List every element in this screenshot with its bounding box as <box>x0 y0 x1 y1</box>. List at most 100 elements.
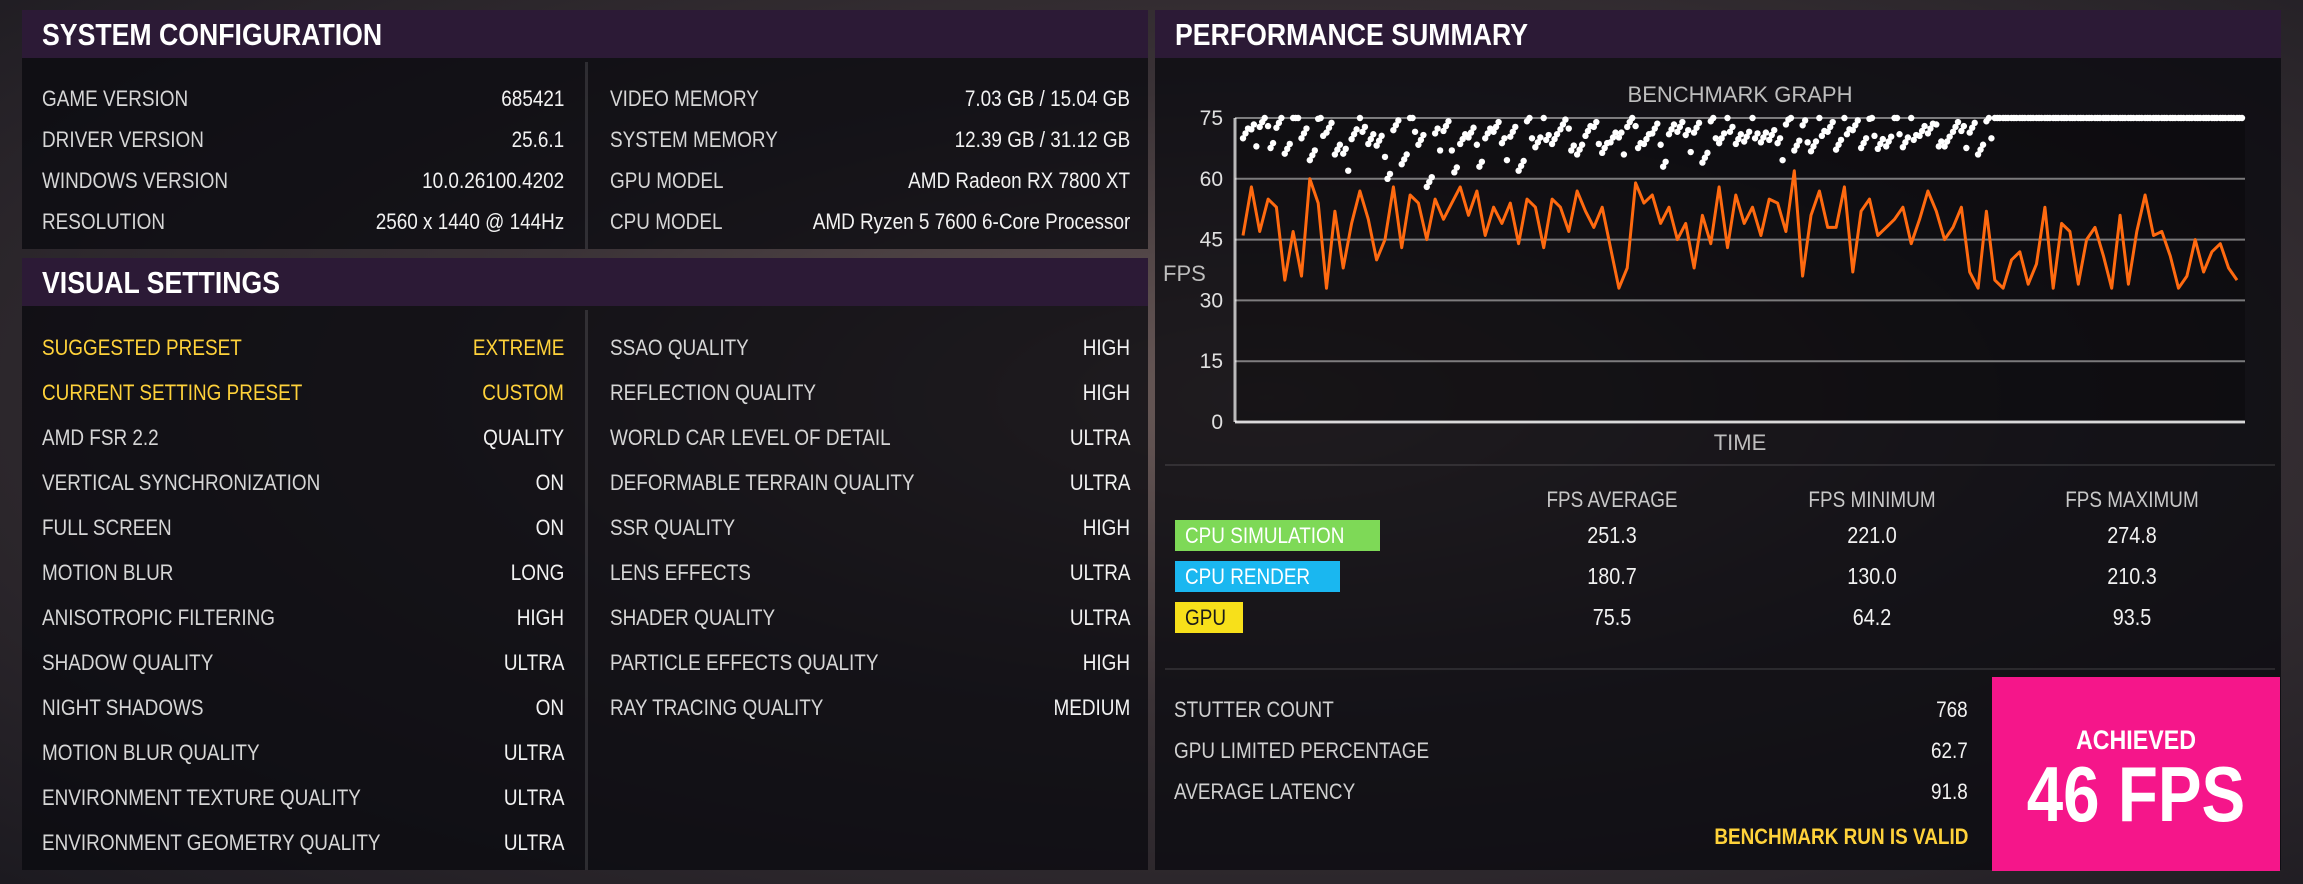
scatter-point <box>1740 138 1748 145</box>
scatter-point <box>1816 114 1823 122</box>
scatter-point <box>1423 183 1430 191</box>
summary-stat-label: STUTTER COUNT <box>1174 697 1334 722</box>
setting-row: SSR QUALITY HIGH <box>610 507 1130 548</box>
scatter-point <box>1971 119 1978 127</box>
setting-label: SHADOW QUALITY <box>42 650 214 675</box>
setting-label: RAY TRACING QUALITY <box>610 695 824 720</box>
performance-title: PERFORMANCE SUMMARY <box>1175 17 1529 52</box>
benchmark-chart: 0 15 30 45 60 75 BENCHMARK GRAPH TIME FPS <box>1163 82 2246 455</box>
setting-row: SHADER QUALITY ULTRA <box>610 597 1130 638</box>
setting-value: HIGH <box>516 605 564 630</box>
scatter-point <box>1812 138 1820 145</box>
setting-label: SYSTEM MEMORY <box>610 127 778 152</box>
y-tick-label: 60 <box>1200 168 1223 191</box>
stats-divider <box>1165 668 2275 670</box>
y-tick-label: 75 <box>1200 107 1223 130</box>
scatter-point <box>1668 126 1675 133</box>
setting-value: AMD Radeon RX 7800 XT <box>908 168 1130 193</box>
scatter-point <box>1893 114 1901 122</box>
stats-cell: 130.0 <box>1847 563 1897 589</box>
scatter-point <box>1269 139 1277 147</box>
scatter-point <box>1559 121 1567 128</box>
scatter-point <box>1442 122 1450 130</box>
scatter-point <box>1609 134 1617 141</box>
scatter-point <box>1568 147 1575 154</box>
y-tick-label: 15 <box>1200 350 1223 373</box>
setting-row: NIGHT SHADOWS ON <box>42 687 564 728</box>
scatter-point <box>1473 141 1481 148</box>
scatter-point <box>1954 118 1962 126</box>
scatter-point <box>1398 161 1405 168</box>
scatter-point <box>1824 128 1831 135</box>
scatter-point <box>1298 135 1305 142</box>
stats-row-label: GPU <box>1185 605 1227 630</box>
scatter-point <box>1768 131 1775 139</box>
scatter-point <box>1384 175 1391 182</box>
scatter-point <box>1662 158 1669 165</box>
scatter-point <box>1570 142 1577 149</box>
scatter-point <box>1766 136 1773 144</box>
setting-row: ENVIRONMENT GEOMETRY QUALITY ULTRA <box>42 822 564 863</box>
scatter-point <box>1904 134 1912 141</box>
scatter-point <box>1328 119 1335 127</box>
scatter-point <box>1712 135 1719 142</box>
scatter-point <box>1426 178 1433 186</box>
setting-row: DEFORMABLE TERRAIN QUALITY ULTRA <box>610 462 1130 503</box>
scatter-point <box>1431 130 1439 137</box>
stats-cell: 180.7 <box>1587 563 1637 589</box>
scatter-point <box>1908 114 1915 122</box>
setting-value: ULTRA <box>1069 425 1130 450</box>
scatter-point <box>1877 140 1884 148</box>
scatter-point <box>1503 156 1511 164</box>
stats-column-header: FPS MAXIMUM <box>2065 487 2199 512</box>
setting-value: ULTRA <box>503 785 564 810</box>
scatter-point <box>1467 129 1475 136</box>
plot-area <box>1235 118 2245 422</box>
scatter-point <box>1281 150 1288 157</box>
scatter-point <box>1242 130 1249 137</box>
scatter-point <box>1598 149 1606 157</box>
scatter-point <box>1654 120 1661 127</box>
setting-label: FULL SCREEN <box>42 515 172 540</box>
setting-row: REFLECTION QUALITY HIGH <box>610 372 1130 413</box>
scatter-point <box>1420 131 1427 139</box>
scatter-point <box>1796 137 1803 144</box>
scatter-point <box>1933 121 1940 128</box>
setting-label: GAME VERSION <box>42 86 189 111</box>
scatter-point <box>1726 128 1734 135</box>
setting-row: PARTICLE EFFECTS QUALITY HIGH <box>610 642 1130 683</box>
scatter-point <box>1562 116 1569 123</box>
setting-label: GPU MODEL <box>610 168 724 193</box>
scatter-point <box>1300 130 1308 137</box>
scatter-point <box>1392 122 1400 129</box>
setting-label: ENVIRONMENT TEXTURE QUALITY <box>42 785 361 810</box>
scatter-point <box>1687 148 1694 156</box>
scatter-point <box>1810 143 1817 150</box>
scatter-point <box>1754 130 1761 137</box>
stats-cell: 251.3 <box>1587 522 1637 548</box>
scatter-point <box>2238 114 2246 122</box>
setting-value: HIGH <box>1082 515 1130 540</box>
system-config-title: SYSTEM CONFIGURATION <box>42 17 383 52</box>
scatter-point <box>1507 133 1514 140</box>
setting-row: SYSTEM MEMORY 12.39 GB / 31.12 GB <box>610 119 1130 160</box>
scatter-point <box>1336 141 1344 148</box>
stats-row-label: CPU RENDER <box>1185 564 1311 589</box>
setting-row: SUGGESTED PRESET EXTREME <box>42 327 564 368</box>
scatter-point <box>1640 140 1648 148</box>
setting-label: VERTICAL SYNCHRONIZATION <box>42 470 321 495</box>
scatter-point <box>1248 126 1255 133</box>
scatter-point <box>1988 135 1995 142</box>
scatter-point <box>1665 131 1673 138</box>
scatter-point <box>1715 139 1723 147</box>
setting-row: ANISOTROPIC FILTERING HIGH <box>42 597 564 638</box>
scatter-point <box>1456 140 1464 148</box>
scatter-point <box>1615 134 1623 141</box>
setting-label: DEFORMABLE TERRAIN QUALITY <box>610 470 915 495</box>
scatter-point <box>1724 114 1731 122</box>
scatter-point <box>1624 123 1631 131</box>
scatter-point <box>1490 128 1497 135</box>
scatter-point <box>1629 114 1636 122</box>
scatter-point <box>1543 136 1550 144</box>
scatter-point <box>1674 128 1681 135</box>
